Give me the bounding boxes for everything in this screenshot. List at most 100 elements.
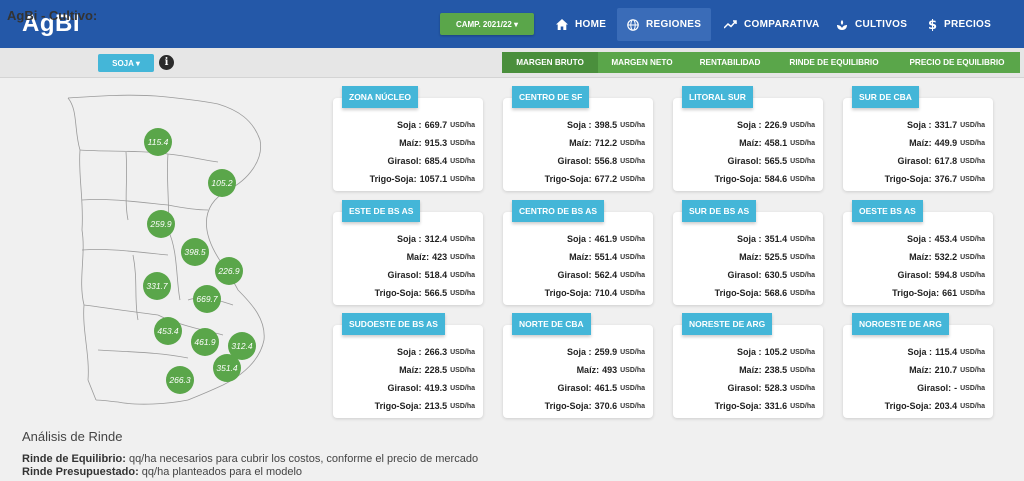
region-value-row: Trigo-Soja: 370.6 USD/ha	[545, 397, 645, 415]
nav-home-label: HOME	[575, 19, 607, 30]
crop-label: Girasol:	[917, 383, 952, 393]
region-card[interactable]: CENTRO DE BS AS Soja :461.9 USD/ha Maíz: 551…	[503, 200, 653, 305]
map-bubble-centro-bs-as[interactable]: 461.9	[191, 328, 219, 356]
unit-label: USD/ha	[620, 348, 645, 356]
info-icon[interactable]: i	[159, 55, 174, 70]
region-card-title[interactable]: NOROESTE DE ARG	[852, 313, 949, 335]
region-card[interactable]: NORESTE DE ARG Soja :105.2 USD/ha Maíz: 238.…	[673, 313, 823, 418]
region-value-row: Trigo-Soja: 331.6 USD/ha	[715, 397, 815, 415]
map-bubble-sur-bs-as[interactable]: 351.4	[213, 354, 241, 382]
region-value-row: Trigo-Soja: 566.5 USD/ha	[375, 284, 475, 302]
nav-cultivos[interactable]: CULTIVOS	[836, 8, 907, 41]
crop-label: Trigo-Soja:	[374, 401, 422, 411]
region-value-row: Soja :331.7 USD/ha	[885, 116, 985, 134]
map-bubble-noreste[interactable]: 105.2	[208, 169, 236, 197]
region-card[interactable]: OESTE BS AS Soja :453.4 USD/ha Maíz: 532.2 US…	[843, 200, 993, 305]
tab-margen-neto[interactable]: MARGEN NETO	[611, 58, 673, 67]
nav-precios-label: PRECIOS	[944, 19, 992, 30]
campaign-dropdown[interactable]: CAMP. 2021/22 ▾	[440, 13, 534, 35]
crop-value: 376.7	[934, 174, 958, 184]
crop-label: Girasol:	[727, 383, 762, 393]
tab-precio-equilibrio[interactable]: PRECIO DE EQUILIBRIO	[909, 58, 1005, 67]
region-value-row: Trigo-Soja: 213.5 USD/ha	[375, 397, 475, 415]
region-card-values: Soja :312.4 USD/ha Maíz: 423 USD/ha Girasol: 5…	[375, 230, 475, 302]
map-bubble-oeste-bs-as[interactable]: 453.4	[154, 317, 182, 345]
region-card-title[interactable]: CENTRO DE SF	[512, 86, 590, 108]
crop-label: Trigo-Soja:	[892, 288, 940, 298]
unit-label: USD/ha	[960, 175, 985, 183]
region-card-title[interactable]: OESTE BS AS	[852, 200, 923, 222]
unit-label: USD/ha	[620, 235, 645, 243]
crop-value: 213.5	[424, 401, 448, 411]
region-card-title[interactable]: NORESTE DE ARG	[682, 313, 773, 335]
map-bubble-sur-cba[interactable]: 331.7	[143, 272, 171, 300]
tab-rinde-equilibrio[interactable]: RINDE DE EQUILIBRIO	[789, 58, 879, 67]
crop-value: 419.3	[424, 383, 448, 393]
region-card[interactable]: NOROESTE DE ARG Soja :115.4 USD/ha Maíz: 210…	[843, 313, 993, 418]
crop-label: Maíz:	[399, 138, 422, 148]
map-bubble-norte-cba[interactable]: 259.9	[147, 210, 175, 238]
region-value-row: Maíz: 525.5 USD/ha	[715, 248, 815, 266]
region-card-title[interactable]: LITORAL SUR	[682, 86, 753, 108]
crop-label: Trigo-Soja:	[884, 401, 932, 411]
region-card[interactable]: SUR DE CBA Soja :331.7 USD/ha Maíz: 449.9 USD…	[843, 86, 993, 191]
argentina-map	[67, 94, 265, 405]
unit-label: USD/ha	[960, 348, 985, 356]
unit-label: USD/ha	[790, 289, 815, 297]
region-card-title[interactable]: SUR DE BS AS	[682, 200, 757, 222]
brand-logo[interactable]: AgBI	[22, 10, 80, 37]
unit-label: USD/ha	[790, 253, 815, 261]
region-card[interactable]: SUR DE BS AS Soja :351.4 USD/ha Maíz: 525.5 U…	[673, 200, 823, 305]
unit-label: USD/ha	[620, 121, 645, 129]
nav-comparativa-label: COMPARATIVA	[744, 19, 820, 30]
region-card-title[interactable]: SUR DE CBA	[852, 86, 919, 108]
region-card[interactable]: CENTRO DE SF Soja :398.5 USD/ha Maíz: 712.2 U…	[503, 86, 653, 191]
region-card-title[interactable]: CENTRO DE BS AS	[512, 200, 605, 222]
unit-label: USD/ha	[450, 402, 475, 410]
region-card[interactable]: ESTE DE BS AS Soja :312.4 USD/ha Maíz: 423 US…	[333, 200, 483, 305]
crop-value: 105.2	[764, 347, 788, 357]
crop-value: 115.4	[935, 347, 958, 357]
region-value-row: Trigo-Soja: 677.2 USD/ha	[545, 170, 645, 188]
region-value-row: Girasol: 419.3 USD/ha	[375, 379, 475, 397]
crop-dropdown[interactable]: SOJA ▾	[98, 54, 154, 72]
nav-precios[interactable]: $ PRECIOS	[928, 8, 991, 41]
region-card-title[interactable]: ZONA NÚCLEO	[342, 86, 419, 108]
nav-home[interactable]: HOME	[556, 8, 606, 41]
region-value-row: Maíz: 458.1 USD/ha	[715, 134, 815, 152]
crop-value: 669.7	[424, 120, 448, 130]
unit-label: USD/ha	[450, 175, 475, 183]
nav-regiones[interactable]: REGIONES	[617, 8, 712, 41]
region-card[interactable]: SUDOESTE DE BS AS Soja :266.3 USD/ha Maíz: 2…	[333, 313, 483, 418]
map-bubble-zona-nucleo[interactable]: 669.7	[193, 285, 221, 313]
map-bubble-litoral-sur[interactable]: 226.9	[215, 257, 243, 285]
map-bubble-centro-sf[interactable]: 398.5	[181, 238, 209, 266]
region-value-row: Maíz: 532.2 USD/ha	[892, 248, 985, 266]
unit-label: USD/ha	[790, 157, 815, 165]
region-value-row: Maíz: 228.5 USD/ha	[375, 361, 475, 379]
region-value-row: Soja :453.4 USD/ha	[892, 230, 985, 248]
region-card-values: Soja :453.4 USD/ha Maíz: 532.2 USD/ha Girasol…	[892, 230, 985, 302]
map-bubble-sudoeste-bs-as[interactable]: 266.3	[166, 366, 194, 394]
home-icon	[556, 19, 568, 30]
tab-rentabilidad[interactable]: RENTABILIDAD	[699, 58, 761, 67]
crop-label: Maíz:	[909, 252, 932, 262]
crop-value: 710.4	[594, 288, 618, 298]
region-card[interactable]: ZONA NÚCLEO Soja :669.7 USD/ha Maíz: 915.3 US…	[333, 86, 483, 191]
globe-icon	[627, 18, 639, 31]
unit-label: USD/ha	[450, 289, 475, 297]
unit-label: USD/ha	[790, 348, 815, 356]
region-card[interactable]: NORTE DE CBA Soja :259.9 USD/ha Maíz: 493 USD…	[503, 313, 653, 418]
crop-value: 677.2	[594, 174, 618, 184]
map-bubble-noroeste[interactable]: 115.4	[144, 128, 172, 156]
region-card[interactable]: LITORAL SUR Soja :226.9 USD/ha Maíz: 458.1 US…	[673, 86, 823, 191]
tab-margen-bruto[interactable]: MARGEN BRUTO	[502, 52, 598, 73]
crop-value: 551.4	[594, 252, 618, 262]
crop-value: 565.5	[764, 156, 788, 166]
region-card-title[interactable]: SUDOESTE DE BS AS	[342, 313, 445, 335]
crop-value: 370.6	[594, 401, 618, 411]
nav-comparativa[interactable]: COMPARATIVA	[724, 8, 820, 41]
region-card-title[interactable]: NORTE DE CBA	[512, 313, 591, 335]
region-card-title[interactable]: ESTE DE BS AS	[342, 200, 421, 222]
region-card-values: Soja :266.3 USD/ha Maíz: 228.5 USD/ha Girasol…	[375, 343, 475, 415]
